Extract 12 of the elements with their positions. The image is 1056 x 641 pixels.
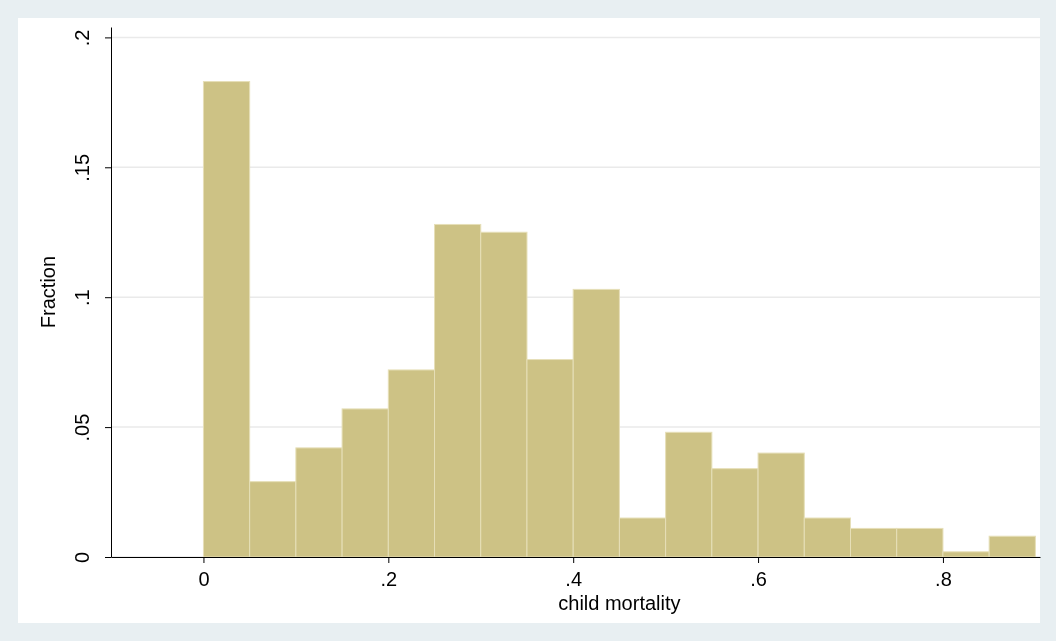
- x-axis-title: child mortality: [558, 592, 681, 614]
- y-tick-label: .15: [71, 153, 93, 182]
- x-tick-label: .8: [935, 568, 952, 590]
- y-tick-label: .05: [71, 413, 93, 442]
- y-tick-label: .1: [71, 289, 93, 307]
- x-tick-label: 0: [198, 568, 210, 590]
- y-axis-title: Fraction: [37, 255, 59, 329]
- x-tick-label: .4: [565, 568, 583, 590]
- y-tick-label: 0: [71, 551, 93, 564]
- x-tick-label: .6: [750, 568, 767, 590]
- y-tick-label: .2: [71, 29, 93, 47]
- x-tick-label: .2: [380, 568, 398, 590]
